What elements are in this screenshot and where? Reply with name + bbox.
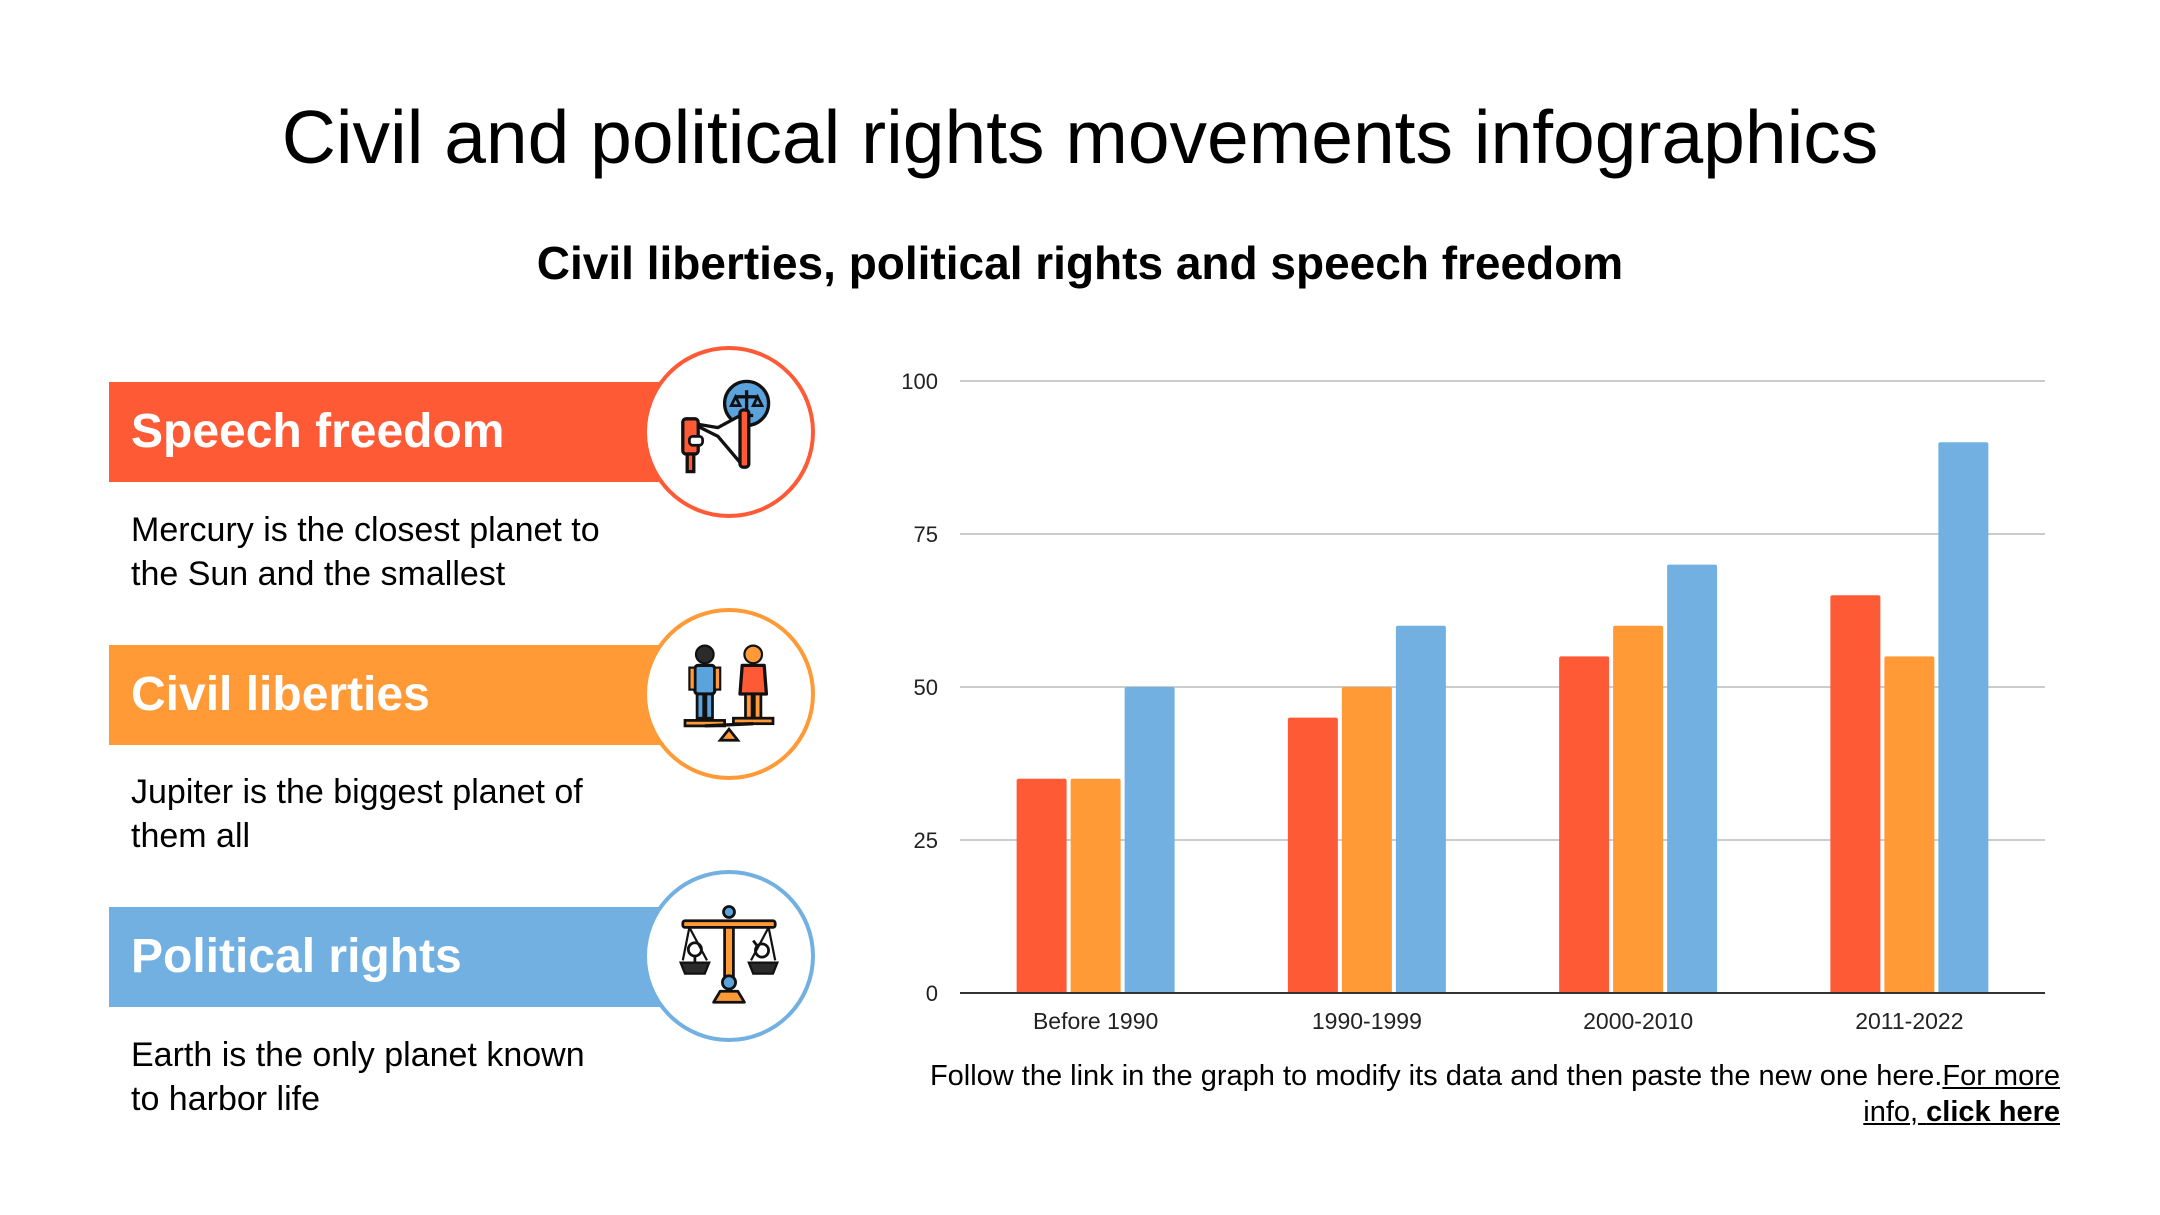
bar[interactable] [1938, 442, 1989, 993]
bar-chart[interactable]: 0 25 50 75 100 Before 1990 1990-1999 2000-2010 2… [880, 350, 2060, 1040]
y-tick-label: 75 [914, 522, 938, 547]
bar[interactable] [1667, 564, 1718, 993]
speech-freedom-description: Mercury is the closest planet to the Sun… [131, 508, 671, 596]
x-tick-label: 2000-2010 [1583, 1008, 1693, 1034]
bar[interactable] [1124, 687, 1175, 993]
x-tick-label: Before 1990 [1033, 1008, 1158, 1034]
page-title: Civil and political rights movements inf… [281, 95, 1879, 179]
more-info-link-text[interactable]: For more info, [1863, 1060, 2060, 1128]
more-info-link[interactable]: For more info, click here [1863, 1060, 2060, 1128]
y-tick-label: 100 [901, 369, 938, 394]
bar[interactable] [1830, 595, 1881, 993]
bar[interactable] [1341, 687, 1392, 993]
x-tick-label: 2011-2022 [1855, 1008, 1963, 1034]
civil-liberties-text-line1: Jupiter is the biggest planet of [131, 773, 583, 811]
civil-liberties-band: Civil liberties [109, 645, 669, 745]
civil-liberties-text-line2: them all [131, 817, 251, 855]
people-balance-icon [683, 644, 775, 742]
y-tick-label: 25 [914, 828, 938, 853]
bar[interactable] [1395, 625, 1446, 993]
political-rights-text-line2: to harbor life [131, 1080, 320, 1118]
bar[interactable] [1613, 625, 1664, 993]
footnote: Follow the link in the graph to modify i… [900, 1058, 2060, 1130]
y-tick-label: 0 [926, 981, 938, 1006]
bar[interactable] [1016, 778, 1067, 993]
political-rights-band: Political rights [109, 907, 669, 1007]
political-rights-icon-circle [643, 870, 815, 1042]
bar[interactable] [1884, 656, 1935, 993]
civil-liberties-description: Jupiter is the biggest planet of them al… [131, 770, 671, 858]
megaphone-justice-icon [681, 379, 771, 474]
civil-liberties-icon-circle [643, 608, 815, 780]
footnote-text: Follow the link in the graph to modify i… [929, 1060, 1943, 1092]
page-subtitle: Civil liberties, political rights and sp… [536, 237, 1624, 289]
speech-freedom-text-line1: Mercury is the closest planet to [131, 511, 600, 549]
y-tick-label: 50 [914, 675, 938, 700]
speech-freedom-icon-circle [643, 346, 815, 518]
bar[interactable] [1287, 717, 1338, 993]
civil-liberties-heading: Civil liberties [131, 668, 430, 721]
speech-freedom-text-line2: the Sun and the smallest [131, 555, 506, 593]
click-here-link-text[interactable]: click here [1926, 1096, 2060, 1128]
speech-freedom-band: Speech freedom [109, 382, 669, 482]
bar[interactable] [1070, 778, 1121, 993]
x-tick-label: 1990-1999 [1312, 1008, 1422, 1034]
political-rights-description: Earth is the only planet known to harbor… [131, 1033, 671, 1121]
political-rights-text-line1: Earth is the only planet known [131, 1036, 585, 1074]
speech-freedom-heading: Speech freedom [131, 405, 505, 458]
bar[interactable] [1559, 656, 1610, 993]
gender-scale-icon [678, 905, 780, 1004]
political-rights-heading: Political rights [131, 930, 462, 983]
